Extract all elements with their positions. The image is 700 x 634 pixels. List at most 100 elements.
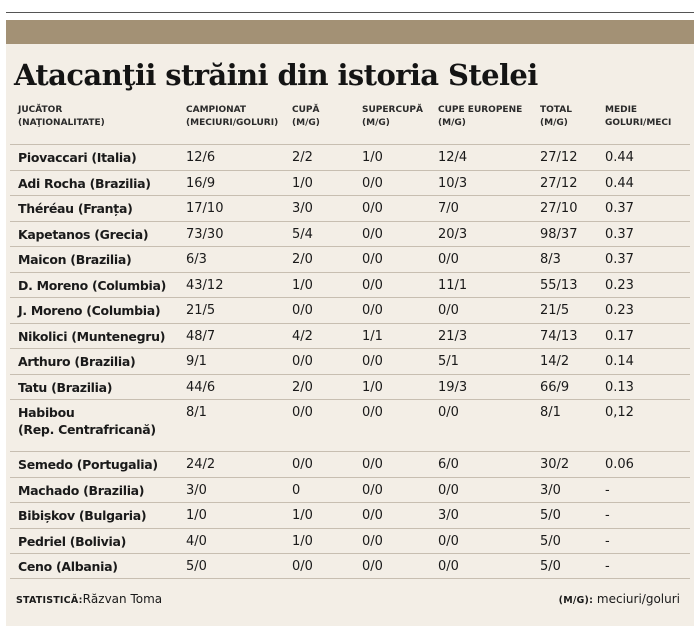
- league-cell: 43/12: [186, 277, 224, 293]
- table-row: Tatu (Brazilia) 44/6 2/0 1/0 19/3 66/9 0.13: [10, 373, 690, 400]
- player-name-cell: Théréau (Franța): [18, 200, 133, 217]
- header-league: CAMPIONAT (MECIURI/GOLURI): [186, 104, 278, 130]
- league-cell: 12/6: [186, 150, 216, 165]
- header-total: TOTAL (M/G): [540, 104, 572, 130]
- header-player-line2: (NAŢIONALITATE): [18, 118, 105, 128]
- table-row: Nikolici (Muntenegru) 48/7 4/2 1/1 21/3 74/13…: [10, 322, 690, 349]
- player-name-line: Piovaccari (Italia): [18, 150, 137, 165]
- european-cell: 5/1: [438, 354, 459, 369]
- header-average-line2: GOLURI/MECI: [605, 118, 672, 128]
- european-cell: 11/1: [438, 277, 468, 293]
- player-name-line: Machado (Brazilia): [18, 482, 145, 498]
- cup-cell: 4/2: [292, 328, 313, 344]
- player-name-line: Habibou: [18, 405, 75, 420]
- average-cell: 0.17: [605, 328, 634, 344]
- total-cell: 5/0: [540, 559, 561, 574]
- player-name-cell: Piovaccari (Italia): [18, 149, 137, 166]
- cup-cell: 0/0: [292, 405, 313, 420]
- supercup-cell: 0/0: [362, 303, 383, 318]
- supercup-cell: 0/0: [362, 533, 383, 549]
- player-name-cell: Machado (Brazilia): [18, 482, 145, 499]
- table-row: Ceno (Albania) 5/0 0/0 0/0 0/0 5/0 -: [10, 553, 690, 579]
- cup-cell: 2/0: [292, 252, 313, 267]
- total-cell: 66/9: [540, 379, 570, 395]
- header-supercup-line2: (M/G): [362, 118, 390, 128]
- average-cell: -: [605, 533, 610, 549]
- supercup-cell: 0/0: [362, 226, 383, 242]
- total-cell: 21/5: [540, 303, 570, 318]
- average-cell: 0.23: [605, 303, 634, 318]
- supercup-cell: 0/0: [362, 277, 383, 293]
- average-cell: 0.37: [605, 201, 634, 216]
- header-average-line1: MEDIE: [605, 105, 638, 115]
- european-cell: 19/3: [438, 379, 468, 395]
- player-name-line: D. Moreno (Columbia): [18, 277, 167, 293]
- cup-cell: 0: [292, 482, 301, 498]
- european-cell: 3/0: [438, 508, 459, 523]
- cup-cell: 1/0: [292, 175, 313, 191]
- european-cell: 0/0: [438, 533, 459, 549]
- european-cell: 21/3: [438, 328, 468, 344]
- player-name-line: (Rep. Centrafricană): [18, 422, 156, 437]
- league-cell: 73/30: [186, 226, 224, 242]
- cup-cell: 0/0: [292, 457, 313, 472]
- average-cell: 0.13: [605, 379, 634, 395]
- supercup-cell: 0/0: [362, 405, 383, 420]
- table-row: Habibou (Rep. Centrafricană) 8/1 0/0 0/0 0/0 8…: [10, 399, 690, 451]
- supercup-cell: 1/1: [362, 328, 383, 344]
- league-cell: 48/7: [186, 328, 216, 344]
- league-cell: 16/9: [186, 175, 216, 191]
- player-name-line: Nikolici (Muntenegru): [18, 328, 166, 344]
- legend-note: (M/G): meciuri/goluri: [559, 592, 680, 606]
- legend-value: meciuri/goluri: [596, 592, 680, 606]
- cup-cell: 0/0: [292, 303, 313, 318]
- total-cell: 5/0: [540, 533, 561, 549]
- header-band: [6, 20, 694, 44]
- total-cell: 14/2: [540, 354, 570, 369]
- player-name-cell: Kapetanos (Grecia): [18, 226, 149, 243]
- cup-cell: 1/0: [292, 533, 313, 549]
- cup-cell: 2/0: [292, 379, 313, 395]
- european-cell: 0/0: [438, 482, 459, 498]
- total-cell: 5/0: [540, 508, 561, 523]
- player-name-cell: Nikolici (Muntenegru): [18, 328, 165, 345]
- player-name-cell: J. Moreno (Columbia): [18, 302, 161, 319]
- player-name-line: Maicon (Brazilia): [18, 252, 132, 267]
- league-cell: 21/5: [186, 303, 216, 318]
- legend-key: (M/G):: [558, 595, 594, 606]
- supercup-cell: 0/0: [362, 457, 383, 472]
- header-total-line1: TOTAL: [540, 105, 572, 115]
- player-name-cell: Tatu (Brazilia): [18, 379, 113, 396]
- header-average: MEDIE GOLURI/MECI: [605, 104, 671, 130]
- european-cell: 12/4: [438, 150, 468, 165]
- supercup-cell: 0/0: [362, 559, 383, 574]
- total-cell: 3/0: [540, 482, 561, 498]
- cup-cell: 5/4: [292, 226, 313, 242]
- league-cell: 8/1: [186, 405, 207, 420]
- player-name-line: Arthuro (Brazilia): [18, 354, 136, 369]
- table-row: Adi Rocha (Brazilia) 16/9 1/0 0/0 10/3 27/12 0…: [10, 169, 690, 196]
- player-name-cell: Semedo (Portugalia): [18, 456, 158, 473]
- total-cell: 30/2: [540, 457, 570, 472]
- player-name-line: Adi Rocha (Brazilia): [18, 175, 151, 191]
- cup-cell: 1/0: [292, 277, 313, 293]
- average-cell: -: [605, 559, 610, 574]
- header-european-line2: (M/G): [438, 118, 466, 128]
- table-row: Kapetanos (Grecia) 73/30 5/4 0/0 20/3 98/37 0.…: [10, 220, 690, 247]
- player-name-cell: Pedriel (Bolivia): [18, 533, 126, 550]
- table-row: Pedriel (Bolivia) 4/0 1/0 0/0 0/0 5/0 -: [10, 527, 690, 554]
- page-title: Atacanţii străini din istoria Stelei: [14, 58, 538, 92]
- header-cup-line2: (M/G): [292, 118, 320, 128]
- supercup-cell: 0/0: [362, 354, 383, 369]
- supercup-cell: 0/0: [362, 482, 383, 498]
- stats-credit-label: STATISTICĂ:: [16, 595, 83, 606]
- total-cell: 8/1: [540, 405, 561, 420]
- total-cell: 27/12: [540, 175, 578, 191]
- table-row: Maicon (Brazilia) 6/3 2/0 0/0 0/0 8/3 0.37: [10, 246, 690, 272]
- average-cell: 0.23: [605, 277, 634, 293]
- total-cell: 74/13: [540, 328, 578, 344]
- table-panel: [6, 44, 694, 626]
- player-name-cell: Habibou (Rep. Centrafricană): [18, 404, 156, 438]
- stats-credit-author: Răzvan Toma: [82, 592, 163, 606]
- cup-cell: 0/0: [292, 354, 313, 369]
